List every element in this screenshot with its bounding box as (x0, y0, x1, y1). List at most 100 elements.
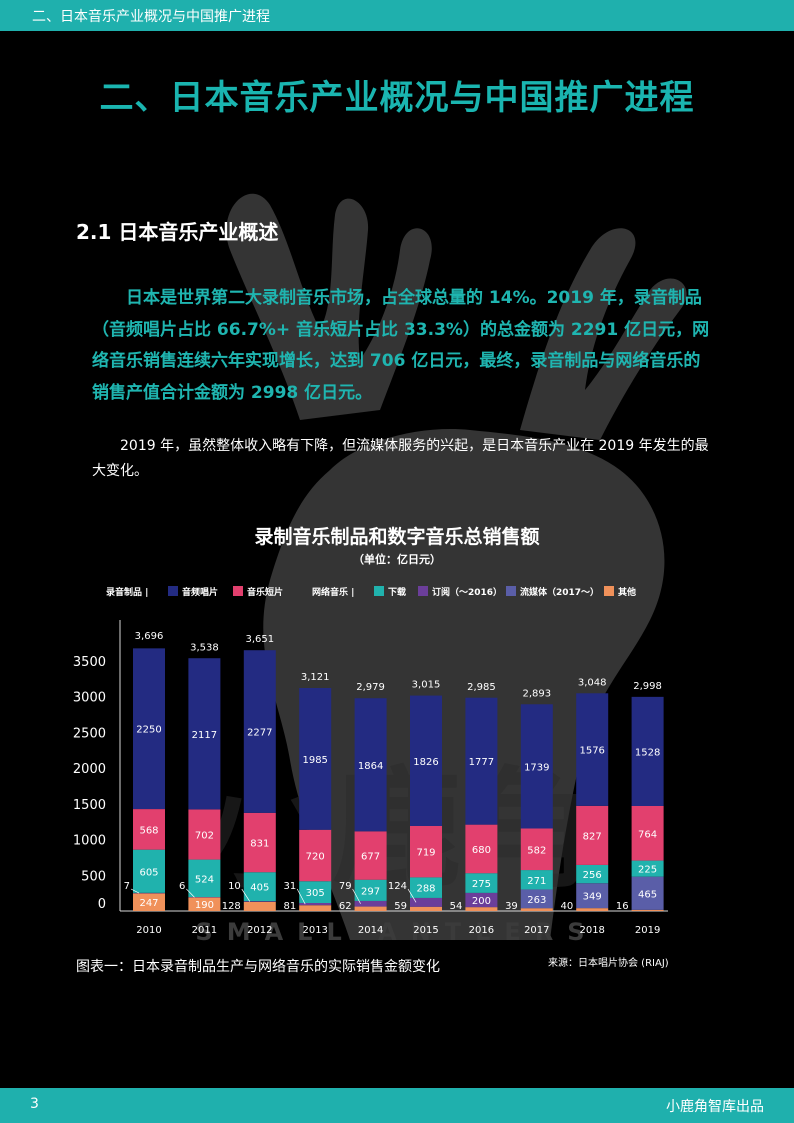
x-tick-label: 2015 (413, 925, 438, 936)
bar-segment (133, 648, 165, 810)
total-label: 3,015 (412, 680, 441, 691)
bar-segment (243, 812, 276, 873)
bar-segment (520, 704, 553, 829)
y-tick-label: 3000 (73, 691, 106, 706)
data-label: 465 (638, 889, 657, 900)
data-label: 263 (527, 895, 546, 906)
data-label: 1739 (524, 762, 549, 773)
data-label-other: 16 (616, 901, 629, 912)
data-label: 831 (250, 839, 269, 850)
leader-line (241, 888, 251, 902)
bar-segment (354, 698, 387, 832)
legend-label: 流媒体（2017～） (520, 586, 599, 598)
bar-segment (188, 658, 221, 810)
legend-swatch (233, 586, 243, 596)
bar-segment (465, 697, 498, 825)
y-tick-label: 3500 (73, 655, 106, 670)
total-label: 2,998 (633, 681, 662, 692)
y-tick-label: 0 (98, 897, 106, 912)
bar-segment (631, 909, 664, 911)
data-label: 247 (139, 898, 158, 909)
legend-swatch (506, 586, 516, 596)
data-label: 256 (583, 870, 602, 881)
y-tick-label: 2000 (73, 762, 106, 777)
data-label-other: 40 (560, 901, 573, 912)
data-label: 719 (416, 848, 435, 859)
chart-source: 来源：日本唱片协会 (RIAJ) (548, 958, 669, 969)
bar-segment (465, 824, 498, 874)
bar-segment (465, 892, 498, 908)
bar-segment (299, 688, 332, 830)
bar-segment (465, 873, 498, 893)
total-label: 3,651 (245, 634, 274, 645)
bar-segment (354, 906, 387, 911)
data-label: 200 (472, 896, 491, 907)
bar-segment (133, 849, 165, 893)
bar-segment (410, 906, 442, 911)
data-label-subscription: 10 (228, 881, 241, 892)
top-bar: 二、日本音乐产业概况与中国推广进程 (0, 0, 794, 31)
data-label: 827 (583, 831, 602, 842)
bar-segment (410, 695, 442, 826)
data-label: 288 (416, 884, 435, 895)
bar-segment (354, 831, 387, 880)
data-label: 605 (139, 867, 158, 878)
legend-label: 下载 (388, 586, 406, 598)
chart-legend: 录音制品 | 音频唱片 音乐短片 网络音乐 | 下载 订阅（～2016） 流媒体（2017～… (106, 586, 636, 598)
y-tick-label: 1000 (73, 834, 106, 849)
data-label: 275 (472, 879, 491, 890)
legend-label: 其他 (618, 586, 636, 598)
leader-line (407, 888, 417, 903)
x-tick-label: 2017 (524, 925, 549, 936)
data-label: 1864 (358, 761, 383, 772)
total-label: 3,048 (578, 677, 607, 688)
bar-segment (631, 806, 664, 861)
bar-segment (133, 809, 165, 850)
bar-segment (465, 907, 498, 911)
data-label-other: 81 (283, 901, 296, 912)
bar-segment (576, 908, 609, 911)
total-label: 3,121 (301, 672, 330, 683)
data-label-other: 39 (505, 901, 518, 912)
leader-line (352, 888, 361, 904)
data-label: 271 (527, 876, 546, 887)
x-tick-label: 2012 (247, 925, 272, 936)
x-tick-label: 2011 (192, 925, 217, 936)
bar-segment (576, 883, 609, 909)
leader-line (296, 888, 306, 905)
y-tick-label: 500 (81, 869, 106, 884)
data-label: 764 (638, 829, 657, 840)
bar-segment (243, 872, 276, 902)
bar-segment (299, 881, 332, 903)
bar-segment (299, 905, 332, 911)
leader-line (130, 888, 140, 894)
bar-segment (243, 901, 276, 911)
bar-segment (299, 829, 332, 882)
legend-swatch (604, 586, 614, 596)
section-breadcrumb: 二、日本音乐产业概况与中国推广进程 (32, 9, 270, 25)
legend-group-recorded: 录音制品 | (106, 586, 148, 598)
y-tick-label: 2500 (73, 726, 106, 741)
data-label: 1826 (413, 757, 438, 768)
x-tick-label: 2016 (469, 925, 494, 936)
bar-segment (520, 889, 553, 909)
data-label: 2117 (192, 730, 217, 741)
data-label: 1576 (579, 746, 604, 757)
bar-segment (520, 870, 553, 890)
data-label-other: 59 (394, 901, 407, 912)
legend-group-online: 网络音乐 | (312, 586, 354, 598)
x-tick-label: 2010 (136, 925, 161, 936)
chart-caption: 图表一：日本录音制品生产与网络音乐的实际销售金额变化 (76, 959, 440, 975)
bar-segment (631, 860, 664, 877)
data-label-other: 54 (450, 901, 463, 912)
y-tick-label: 1500 (73, 798, 106, 813)
data-label-subscription: 124 (388, 881, 407, 892)
x-tick-label: 2013 (302, 925, 327, 936)
body-paragraph: 2019 年，虽然整体收入略有下降，但流媒体服务的兴起，是日本音乐产业在 201… (92, 438, 709, 479)
data-label: 225 (638, 865, 657, 876)
x-tick-label: 2014 (358, 925, 383, 936)
bar-segment (631, 876, 664, 910)
chart-title: 录制音乐制品和数字音乐总销售额 (254, 526, 540, 548)
legend-swatch (374, 586, 384, 596)
